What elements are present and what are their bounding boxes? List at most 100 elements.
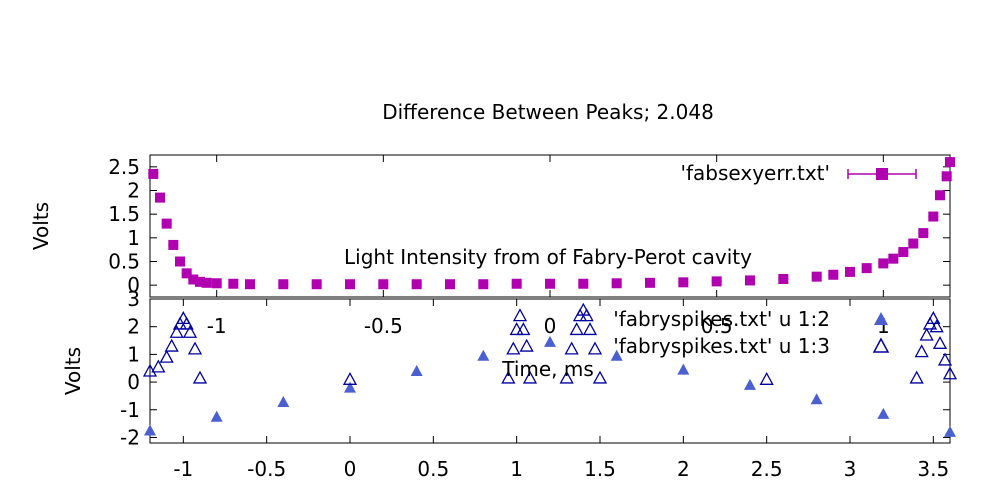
data-point	[161, 218, 172, 229]
data-point	[478, 279, 489, 290]
bottom-y-ticks: -2 -1 0 1 2 3	[120, 287, 950, 449]
bottom-chart: -2 -1 0 1 2 3 -1 -0.5 0 0.5 1 1.5 2 2.5 3 3.5 Volts Ti…	[61, 287, 958, 481]
data-point	[909, 370, 924, 384]
data-point	[512, 308, 528, 322]
data-point	[445, 279, 455, 290]
bottom-legend: 'fabryspikes.txt' u 1:2 'fabryspikes.txt…	[613, 307, 890, 358]
y-tick-label: 1.5	[108, 202, 140, 226]
top-series	[148, 157, 955, 290]
x-tick-label: 0	[544, 314, 557, 338]
data-point	[501, 370, 516, 384]
data-point	[745, 275, 755, 286]
bot-series-1	[142, 302, 958, 385]
data-point	[148, 168, 159, 179]
y-tick-label: 0.5	[108, 250, 140, 274]
data-point	[926, 311, 941, 325]
data-point	[511, 278, 522, 289]
y-tick-label: -2	[120, 425, 140, 449]
y-tick-label: 2	[127, 179, 140, 203]
bottom-x-ticks: -1 -0.5 0 0.5 1 1.5 2 2.5 3 3.5	[173, 299, 949, 481]
data-point	[888, 253, 899, 264]
data-point	[410, 365, 423, 376]
data-point	[175, 256, 185, 267]
top-legend: 'fabsexyerr.txt'	[681, 161, 917, 185]
data-point	[544, 335, 556, 347]
y-tick-label: 1	[127, 342, 140, 366]
data-point	[845, 266, 855, 277]
data-point	[245, 279, 255, 290]
data-point	[932, 335, 948, 349]
data-point	[522, 370, 538, 384]
data-point	[344, 381, 356, 393]
top-y-axis-label: Volts	[29, 202, 53, 250]
y-tick-label: 2.5	[108, 155, 140, 179]
data-point	[898, 247, 909, 258]
x-tick-label: 2.5	[751, 457, 783, 481]
data-point	[564, 341, 579, 355]
data-point	[759, 371, 774, 385]
data-point	[228, 278, 239, 289]
data-point	[188, 274, 199, 285]
x-tick-label: -1	[207, 314, 227, 338]
bottom-legend-marker-2	[872, 337, 890, 353]
bottom-legend-label-1: 'fabryspikes.txt' u 1:2	[613, 307, 830, 331]
data-point	[929, 319, 944, 333]
data-point	[918, 228, 929, 239]
data-point	[861, 263, 872, 274]
y-tick-label: 0	[127, 273, 140, 297]
data-point	[506, 341, 521, 355]
data-point	[569, 322, 584, 336]
bot-series-0	[144, 335, 956, 437]
data-point	[519, 338, 534, 352]
data-point	[744, 378, 756, 390]
data-point	[210, 410, 223, 422]
x-tick-label: 2	[677, 457, 690, 481]
bottom-chart-frame	[149, 298, 951, 444]
data-point	[935, 190, 945, 201]
x-tick-label: 3.5	[917, 457, 949, 481]
data-point	[411, 279, 422, 290]
x-tick-label: -0.5	[364, 314, 403, 338]
data-point	[928, 211, 939, 222]
data-point	[945, 157, 955, 168]
data-point	[164, 338, 179, 352]
data-point	[516, 322, 531, 336]
bottom-series	[142, 302, 958, 437]
data-point	[810, 393, 823, 405]
data-point	[201, 277, 212, 288]
data-point	[181, 268, 192, 279]
data-point	[576, 302, 591, 316]
data-point	[545, 278, 555, 289]
data-point	[168, 239, 179, 250]
top-chart-title: Difference Between Peaks; 2.048	[382, 100, 714, 124]
data-point	[878, 258, 889, 269]
data-point	[811, 271, 822, 282]
data-point	[342, 371, 358, 385]
data-point	[182, 324, 198, 338]
data-point	[578, 278, 589, 289]
data-point	[941, 171, 952, 182]
y-tick-label: 2	[127, 315, 140, 339]
data-point	[345, 279, 355, 290]
data-point	[155, 192, 165, 203]
top-y-ticks: 00.511.522.5	[108, 155, 950, 297]
data-point	[192, 370, 208, 384]
x-tick-label: 1.5	[584, 457, 616, 481]
data-point	[477, 349, 490, 361]
data-point	[559, 370, 574, 384]
data-point	[195, 276, 205, 287]
data-point	[919, 327, 934, 341]
top-x-ticks: -1 -0.5 0 0.5 1	[207, 155, 890, 338]
data-point	[778, 274, 789, 285]
data-point	[611, 278, 622, 289]
y-tick-label: 0	[127, 370, 140, 394]
data-point	[179, 316, 194, 330]
data-point	[908, 238, 919, 249]
data-point	[937, 352, 953, 366]
data-point	[582, 322, 598, 336]
y-tick-label: -1	[120, 398, 140, 422]
data-point	[914, 344, 929, 358]
x-tick-label: 1	[510, 457, 523, 481]
data-point	[277, 396, 290, 408]
data-point	[378, 279, 389, 290]
